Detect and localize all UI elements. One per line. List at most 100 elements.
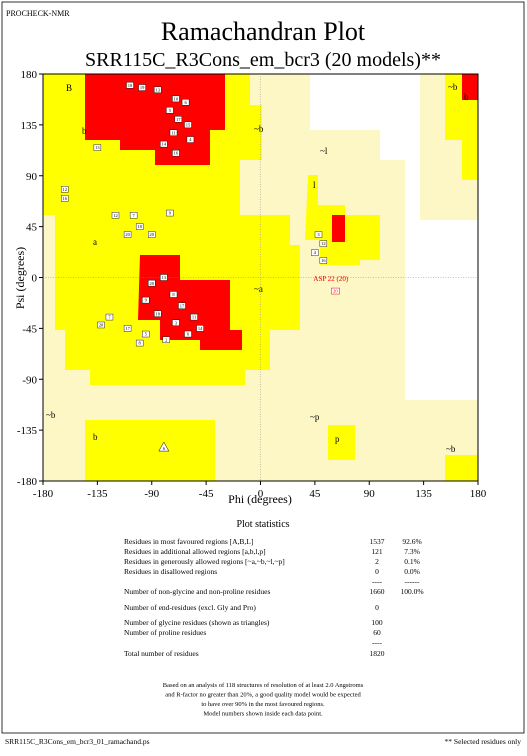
point-label: 18	[156, 311, 161, 316]
stat-count: 121	[371, 547, 383, 556]
point-label: 13	[162, 275, 167, 280]
data-point	[166, 209, 174, 217]
data-point	[148, 231, 156, 238]
footer-left: SRR115C_R3Cons_em_bcr3_01_ramachand.ps	[5, 737, 150, 746]
region-label: p	[335, 434, 340, 444]
point-label: 2	[165, 337, 167, 342]
selected-point	[331, 287, 340, 295]
data-point	[123, 231, 132, 238]
data-point	[126, 82, 134, 89]
x-tick-label: 45	[309, 488, 321, 500]
y-tick-label: 135	[21, 120, 38, 132]
y-axis-label: Psi (degrees)	[13, 247, 27, 309]
stat-label: Number of end-residues (excl. Gly and Pr…	[124, 603, 256, 612]
stats-title: Plot statistics	[236, 519, 289, 530]
stat-count: 60	[373, 628, 381, 637]
separator: ------	[405, 577, 420, 586]
data-point	[174, 116, 183, 123]
point-label: 7	[133, 213, 136, 218]
point-label: 7	[108, 315, 111, 320]
separator: ----	[372, 577, 382, 586]
data-point	[166, 106, 174, 114]
chart-subtitle: SRR115C_R3Cons_em_bcr3 (20 models)**	[85, 49, 441, 71]
stat-percent: 100.0%	[400, 587, 423, 596]
point-label: 16	[63, 196, 68, 201]
stat-label: Residues in generously allowed regions […	[124, 557, 285, 566]
footnote-line: Model numbers shown inside each data poi…	[203, 711, 323, 718]
region-label: ~p	[310, 412, 320, 422]
data-point	[172, 319, 180, 326]
point-label: 12	[63, 187, 68, 192]
x-tick-label: 135	[415, 488, 432, 500]
x-tick-label: 90	[364, 488, 376, 500]
x-axis-label: Phi (degrees)	[228, 492, 292, 506]
data-point	[314, 231, 323, 238]
data-point	[169, 129, 178, 136]
data-point	[172, 149, 180, 157]
point-label: 11	[171, 130, 175, 135]
data-point	[123, 325, 132, 332]
y-tick-label: -45	[22, 323, 37, 335]
data-point	[319, 257, 328, 264]
point-label: 12	[113, 213, 118, 218]
data-point	[160, 274, 168, 281]
stat-count: 1820	[370, 649, 385, 658]
data-point	[97, 321, 105, 329]
data-point	[172, 95, 180, 103]
point-label: 3	[317, 232, 320, 237]
point-label: 20	[333, 289, 338, 294]
point-label: 10	[174, 96, 179, 101]
stat-label: Residues in most favoured regions [A,B,L…	[124, 537, 253, 546]
stat-label: Residues in disallowed regions	[124, 567, 217, 576]
region-label: ~l	[320, 146, 328, 156]
stat-count: 1537	[370, 537, 385, 546]
data-point	[311, 249, 319, 256]
data-point	[162, 336, 170, 343]
data-point	[181, 99, 190, 106]
footnote-line: to have over 90% in the most favoured re…	[201, 701, 325, 708]
data-point	[190, 313, 198, 321]
data-point	[129, 212, 138, 219]
separator: ----	[372, 638, 382, 647]
region-label: ~b	[46, 410, 56, 420]
statistics: Residues in most favoured regions [A,B,L…	[124, 537, 424, 658]
point-label: 20	[99, 323, 104, 328]
point-label: 9	[169, 211, 172, 216]
data-point	[319, 240, 328, 247]
point-label: 6	[187, 332, 190, 337]
region-label: l	[313, 180, 316, 190]
data-point	[186, 136, 195, 143]
data-point	[160, 140, 168, 148]
point-label: 16	[321, 258, 326, 263]
data-point	[135, 339, 144, 347]
y-tick-label: 45	[26, 222, 38, 234]
selected-annotation: ASP 22 (20)	[313, 275, 348, 283]
point-label: 20	[150, 232, 155, 237]
data-point	[135, 223, 144, 230]
stat-count: 100	[371, 618, 383, 627]
stat-count: 1660	[370, 587, 385, 596]
region-labels: B b a ~b ~l l ~a ~b b ~p p ~b b ~b	[46, 82, 469, 454]
region-label: b	[82, 126, 87, 136]
glycine-point	[158, 441, 170, 452]
stat-percent: 0.1%	[404, 557, 420, 566]
x-tick-label: -135	[87, 488, 108, 500]
footnote-line: Based on an analysis of 118 structures o…	[163, 682, 364, 689]
data-point	[142, 330, 150, 338]
data-point	[196, 325, 204, 332]
point-label: 13	[95, 145, 100, 150]
data-point	[61, 186, 69, 193]
stat-percent: 92.6%	[402, 537, 421, 546]
point-label: 4	[189, 137, 192, 142]
stat-label: Number of glycine residues (shown as tri…	[124, 618, 270, 627]
data-point	[142, 296, 150, 304]
footer-right: ** Selected residues only	[445, 737, 522, 746]
y-tick-label: 180	[21, 69, 38, 81]
point-label: 6	[163, 446, 166, 451]
y-tick-label: -180	[17, 476, 38, 488]
y-tick-label: -135	[17, 425, 38, 437]
region-label: b	[464, 92, 469, 102]
point-label: 19	[140, 85, 145, 90]
stat-count: 0	[375, 567, 379, 576]
point-label: 14	[162, 142, 167, 147]
